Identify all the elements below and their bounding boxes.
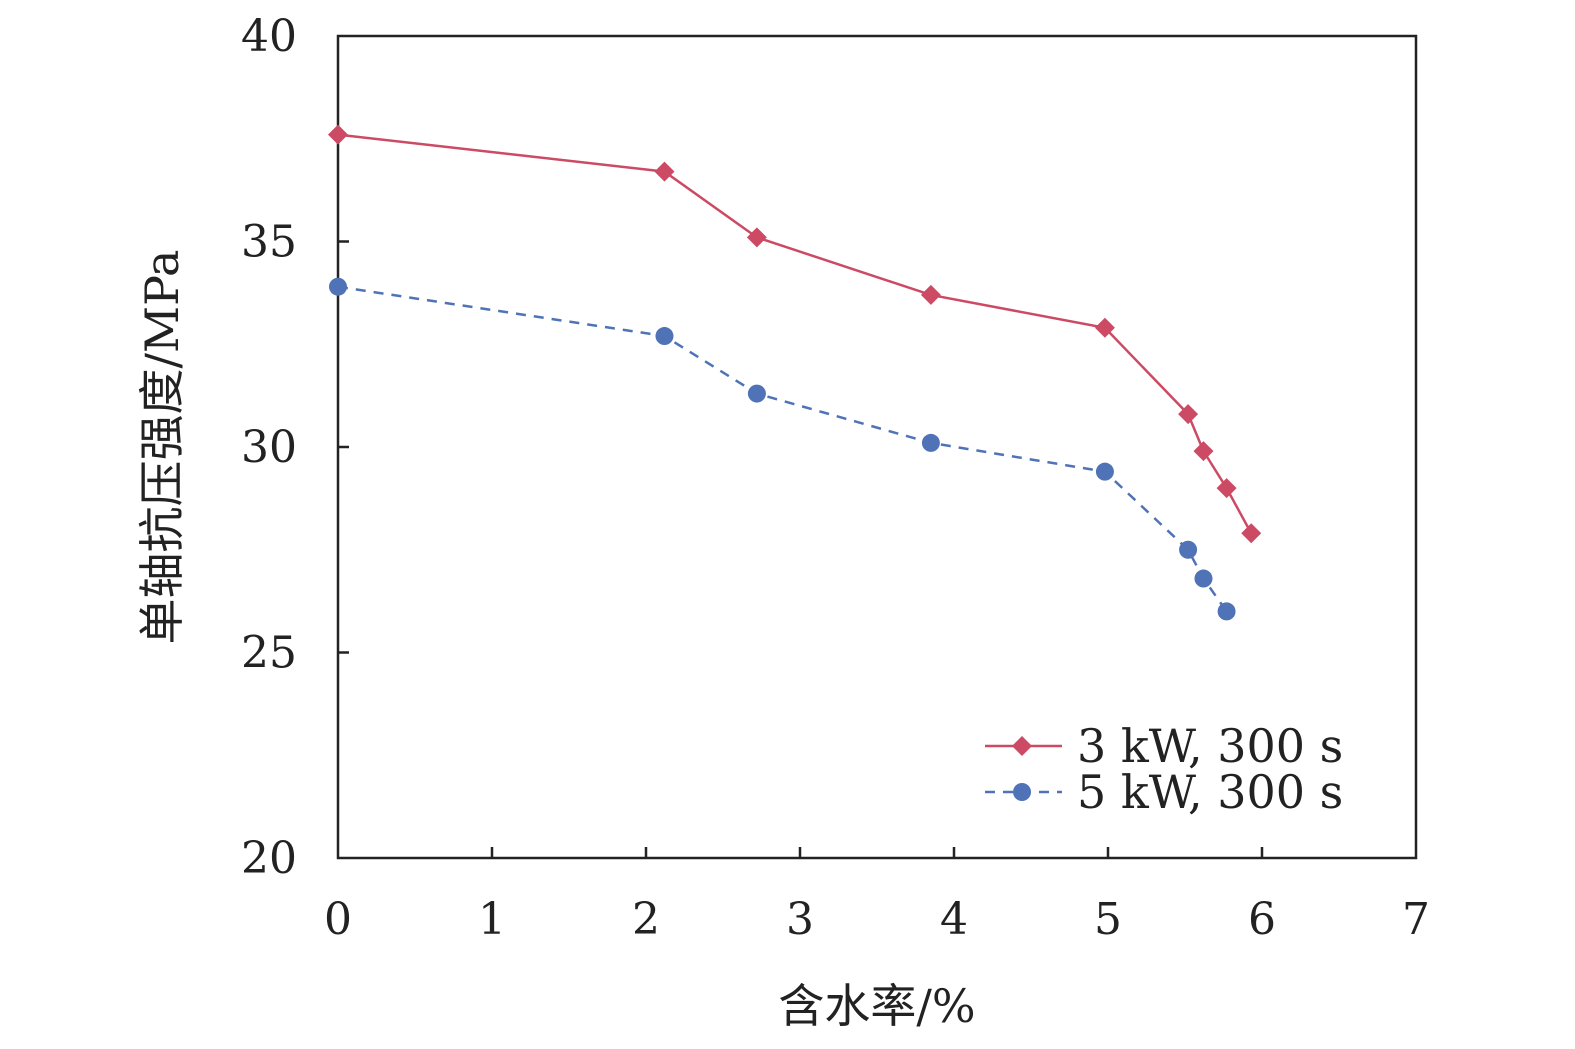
- x-tick-label: 5: [1094, 894, 1122, 945]
- x-tick-label: 2: [632, 894, 660, 945]
- data-point-5kw: [1179, 540, 1198, 559]
- data-point-3kw: [328, 124, 348, 145]
- y-tick-label: 20: [241, 833, 297, 884]
- legend: 3 kW, 300 s 5 kW, 300 s: [985, 719, 1343, 819]
- data-point-3kw: [1178, 404, 1199, 425]
- legend-entry-5kw: 5 kW, 300 s: [985, 765, 1343, 819]
- legend-marker-5kw: [1013, 783, 1031, 801]
- data-point-3kw: [1216, 478, 1237, 499]
- y-tick-label: 35: [241, 217, 297, 268]
- data-point-5kw: [747, 384, 766, 403]
- y-axis: 20 25 30 35 40: [241, 11, 349, 884]
- data-point-5kw: [921, 433, 940, 452]
- data-point-3kw: [746, 227, 767, 248]
- legend-entry-3kw: 3 kW, 300 s: [985, 719, 1343, 773]
- series-line-3kw: [337, 133, 1253, 534]
- data-point-3kw: [1193, 441, 1214, 462]
- x-tick-label: 6: [1248, 894, 1276, 945]
- legend-label-3kw: 3 kW, 300 s: [1077, 719, 1343, 773]
- data-point-3kw: [1094, 317, 1115, 338]
- series-line-5kw: [337, 285, 1228, 613]
- data-point-5kw: [655, 327, 674, 346]
- data-point-5kw: [329, 277, 347, 296]
- y-tick-label: 40: [241, 11, 297, 62]
- legend-label-5kw: 5 kW, 300 s: [1077, 765, 1343, 819]
- y-tick-label: 30: [241, 422, 297, 473]
- x-tick-label: 1: [478, 894, 506, 945]
- series-layer: [328, 124, 1262, 621]
- y-axis-title: 单轴抗压强度/MPa: [135, 250, 189, 645]
- data-point-5kw: [1194, 569, 1213, 588]
- series-5kw: [329, 277, 1236, 621]
- x-tick-label: 0: [324, 894, 352, 945]
- x-tick-label: 7: [1402, 894, 1430, 945]
- series-3kw: [328, 124, 1262, 544]
- data-point-3kw: [920, 284, 941, 305]
- x-tick-label: 4: [940, 894, 968, 945]
- data-point-5kw: [1095, 462, 1114, 481]
- data-point-3kw: [654, 161, 675, 182]
- data-point-3kw: [1241, 523, 1262, 544]
- x-axis: 0 1 2 3 4 5 6 7: [324, 847, 1430, 945]
- x-tick-label: 3: [786, 894, 814, 945]
- data-point-5kw: [1217, 602, 1236, 621]
- x-axis-title: 含水率/%: [778, 979, 975, 1033]
- y-tick-label: 25: [241, 628, 297, 679]
- legend-marker-3kw: [1012, 736, 1032, 756]
